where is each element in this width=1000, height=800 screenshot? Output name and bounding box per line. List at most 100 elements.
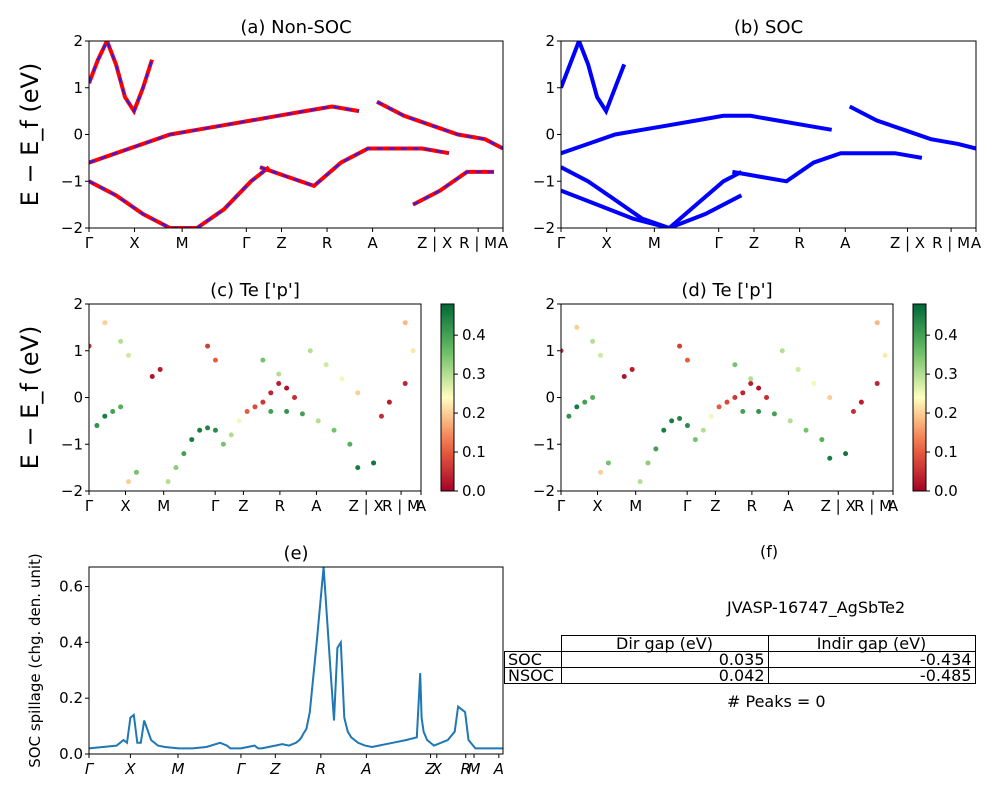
projection-point (771, 411, 777, 417)
x-tick-label: M (468, 760, 481, 778)
panel-title: (d) Te ['p'] (681, 280, 772, 301)
x-tick-label: Z | X (349, 497, 384, 515)
panel-f-title: (f) (760, 542, 779, 561)
y-axis-label: SOC spillage (chg. den. unit) (26, 553, 44, 768)
projection-point (371, 460, 377, 466)
x-tick-label: Γ (683, 497, 692, 515)
y-axis-label: E − E_f (eV) (16, 63, 44, 207)
y-tick-label: −1 (533, 435, 555, 453)
x-tick-label: R (794, 234, 804, 252)
projection-point (779, 348, 785, 354)
panel-title: (c) Te ['p'] (210, 280, 300, 301)
x-tick-label: A (416, 497, 427, 515)
projection-point (882, 352, 888, 358)
x-tick-label: A (360, 760, 371, 778)
projection-point (850, 409, 856, 415)
x-tick-label: Γ (715, 234, 724, 252)
panel-title: (b) SOC (734, 17, 803, 38)
x-tick-label: A (888, 497, 899, 515)
projection-point (205, 425, 211, 431)
nsoc-indir-gap: -0.485 (767, 667, 976, 684)
band-line-soc (561, 41, 627, 116)
colorbar-tick-label: 0.0 (934, 482, 958, 500)
band-line-soc (561, 188, 743, 228)
x-tick-label: Γ (85, 760, 95, 778)
x-tick-label: X (124, 760, 136, 778)
projection-point (827, 395, 833, 400)
projection-point (669, 418, 675, 424)
projection-point (126, 352, 132, 358)
projection-point (205, 343, 211, 349)
projection-point (732, 395, 738, 400)
projection-point (645, 460, 651, 466)
projection-point (590, 338, 596, 344)
y-tick-label: 0.6 (59, 578, 83, 596)
projection-point (402, 380, 408, 386)
y-tick-label: 0.2 (59, 689, 83, 707)
projection-point (260, 357, 266, 363)
x-tick-label: Z (710, 497, 720, 515)
y-tick-label: 1 (545, 79, 555, 97)
projection-point (684, 357, 690, 363)
x-tick-label: M (172, 760, 185, 778)
projection-point (843, 451, 849, 457)
x-tick-label: Z (276, 234, 286, 252)
projection-point (102, 320, 108, 326)
band-line-overlay (89, 105, 360, 164)
projection-point (574, 404, 580, 410)
y-tick-label: 2 (545, 32, 555, 50)
projection-point (716, 404, 722, 410)
x-tick-label: X (129, 234, 139, 252)
projection-point (252, 404, 258, 410)
projection-point (764, 395, 770, 400)
projection-point (276, 371, 282, 377)
projection-point (89, 343, 92, 349)
projection-point (574, 324, 580, 330)
x-tick-label: Γ (237, 760, 247, 778)
colorbar-tick-label: 0.2 (462, 404, 486, 422)
table-header-row: Dir gap (eV) Indir gap (eV) (505, 635, 976, 652)
projection-point (347, 441, 353, 447)
y-tick-label: 2 (73, 32, 83, 50)
band-line-overlay (89, 41, 153, 114)
x-tick-label: Γ (557, 497, 566, 515)
x-tick-label: Z | X (890, 234, 925, 252)
y-tick-label: −1 (61, 172, 83, 190)
x-tick-label: A (971, 234, 982, 252)
projection-point (102, 413, 108, 419)
y-tick-label: −1 (533, 172, 555, 190)
colorbar (912, 303, 927, 492)
projection-point (212, 357, 218, 363)
y-tick-label: −2 (533, 482, 555, 500)
projection-point (598, 469, 604, 475)
projection-point (819, 437, 825, 443)
projection-point (157, 366, 163, 372)
y-tick-label: 1 (545, 342, 555, 360)
x-tick-label: R (322, 234, 332, 252)
band-line-overlay (412, 170, 494, 206)
y-tick-label: 0 (545, 126, 555, 144)
projection-point (292, 395, 298, 400)
material-label: JVASP-16747_AgSbTe2 (727, 598, 906, 617)
projection-point (378, 413, 384, 419)
x-tick-label: M (648, 234, 661, 252)
projection-point (236, 418, 242, 424)
projection-point (684, 423, 690, 429)
projection-point (756, 385, 762, 391)
projection-point (787, 418, 793, 424)
x-tick-label: R | M (459, 234, 497, 252)
colorbar-tick-label: 0.1 (934, 443, 958, 461)
colorbar-tick-label: 0.2 (934, 404, 958, 422)
y-tick-label: 1 (73, 79, 83, 97)
projection-point (118, 338, 124, 344)
y-tick-label: 2 (545, 295, 555, 313)
projection-point (402, 320, 408, 326)
y-tick-label: −2 (61, 482, 83, 500)
projection-point (228, 432, 234, 438)
band-line-overlay (376, 100, 503, 150)
x-tick-label: X (602, 234, 612, 252)
y-tick-label: −2 (61, 219, 83, 237)
x-tick-label: R (747, 497, 757, 515)
projection-point (323, 362, 329, 368)
